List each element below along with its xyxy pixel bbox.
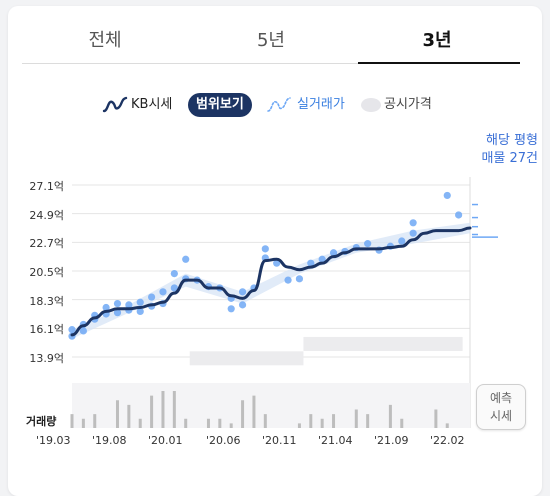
listing-note-line2: 매물 27건 [481,151,538,166]
x-tick-label: '21.04 [318,434,353,447]
price-chart-card [8,6,542,496]
volume-label: 거래량 [26,415,57,428]
predict-line1: 예측 [489,391,513,405]
active-tab-underline [358,62,520,64]
y-tick-label: 24.9억 [29,208,64,222]
period-tabs: 전체 5년 3년 [22,22,520,64]
x-tick-label: '19.08 [92,434,127,447]
tab-baseline [22,63,520,64]
y-tick-label: 13.9억 [29,352,64,365]
legend-kb-label: KB시세 [131,97,173,112]
x-tick-label: '22.02 [430,434,465,447]
legend-actual-label: 실거래가 [297,97,345,112]
x-tick-label: '20.06 [206,434,241,447]
kb-line-icon [102,96,128,113]
legend-official-label: 공시가격 [384,97,432,112]
y-tick-label: 16.1억 [29,323,64,337]
predict-line2: 시세 [489,409,513,423]
listing-note[interactable]: 해당 평형 매물 27건 [481,132,538,168]
x-tick-label: '19.03 [36,434,71,447]
x-tick-label: '20.01 [148,434,183,447]
y-tick-label: 22.7억 [29,237,64,251]
x-tick-label: '21.09 [374,434,409,447]
y-tick-label: 20.5억 [29,266,64,279]
y-tick-label: 27.1억 [29,180,64,193]
range-view-button[interactable]: 범위보기 [188,93,252,117]
tab-all[interactable]: 전체 [88,30,122,51]
tab-3-years[interactable]: 3년 [422,30,452,51]
actual-trade-icon [267,97,291,112]
predict-price-button[interactable]: 예측 시세 [476,384,526,430]
tab-5-years[interactable]: 5년 [256,30,285,51]
listing-note-line1: 해당 평형 [486,133,538,148]
y-tick-label: 18.3억 [29,294,64,308]
x-tick-label: '20.11 [262,434,297,447]
official-price-icon [361,98,381,112]
